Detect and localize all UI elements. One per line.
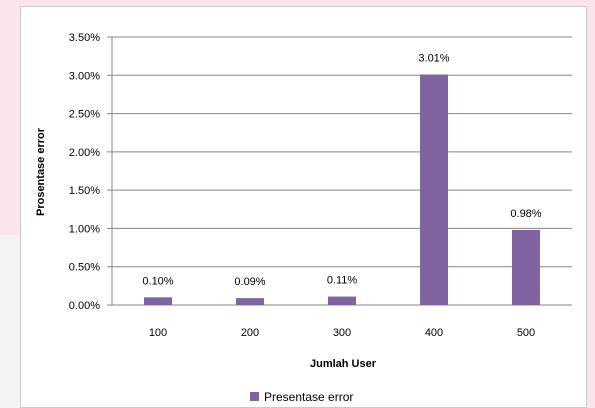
legend: Presentase error [250, 390, 353, 404]
data-label: 0.98% [510, 208, 541, 220]
x-tick-label: 500 [517, 327, 535, 339]
y-tick-label: 1.00% [69, 223, 100, 235]
x-tick-label: 200 [241, 327, 259, 339]
background-band [0, 235, 20, 408]
y-axis-title: Prosentase error [35, 127, 47, 216]
x-tick-label: 100 [149, 327, 167, 339]
bar [512, 229, 540, 305]
data-label: 3.01% [418, 53, 449, 65]
y-tick-label: 2.50% [69, 109, 100, 121]
bar [420, 74, 448, 306]
legend-label: Presentase error [264, 390, 353, 404]
y-tick-label: 2.00% [69, 147, 100, 159]
data-labels: 0.10% 0.09% 0.11% 3.01% 0.98% [142, 53, 541, 289]
y-tick-labels: 0.00% 0.50% 1.00% 1.50% 2.00% 2.50% 3.00% 3.50% [69, 32, 100, 312]
data-label: 0.10% [142, 275, 173, 287]
x-tick-label: 300 [333, 327, 351, 339]
data-label: 0.09% [234, 276, 265, 288]
y-tick-label: 0.50% [69, 262, 100, 274]
bar [144, 297, 172, 305]
x-axis-title: Jumlah User [310, 358, 377, 370]
y-tick-label: 0.00% [69, 300, 100, 312]
bars [144, 74, 540, 306]
y-tick-label: 1.50% [69, 185, 100, 197]
bar [328, 296, 356, 305]
chart-frame [20, 6, 587, 408]
y-tick-label: 3.00% [69, 70, 100, 82]
x-tick-labels: 100 200 300 400 500 [149, 327, 535, 339]
bar [236, 298, 264, 305]
legend-swatch [250, 392, 259, 401]
y-tick-label: 3.50% [69, 32, 100, 44]
gridlines [107, 36, 572, 306]
data-label: 0.11% [327, 275, 358, 287]
x-tick-label: 400 [425, 327, 443, 339]
